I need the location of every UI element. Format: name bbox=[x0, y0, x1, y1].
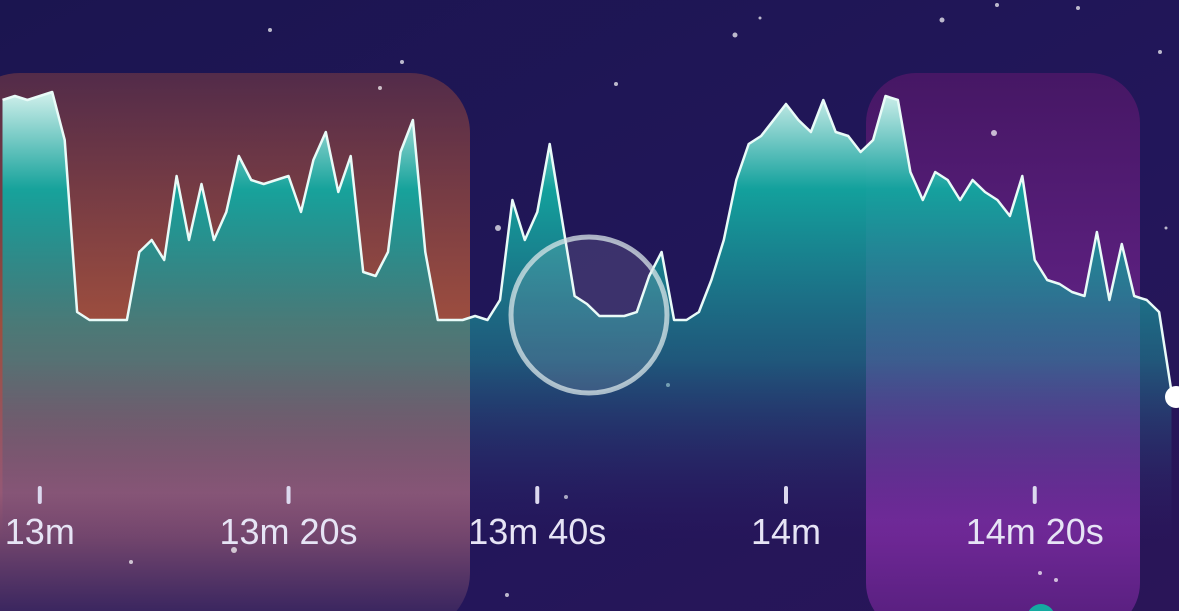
waveform-line bbox=[2, 90, 1173, 393]
tick-mark bbox=[286, 486, 291, 504]
playhead-marker[interactable] bbox=[508, 234, 670, 396]
tick-label: 13m 20s bbox=[219, 511, 357, 552]
tick-mark bbox=[1032, 486, 1037, 504]
scroll-indicator bbox=[1028, 604, 1054, 611]
tick-label: 13m 40s bbox=[468, 511, 606, 552]
tick-mark bbox=[784, 486, 788, 504]
waveform-area bbox=[2, 92, 1172, 611]
tick-label: 14m 20s bbox=[966, 511, 1104, 552]
tick-label: 14m bbox=[751, 511, 821, 552]
tick-mark bbox=[37, 486, 42, 504]
tick-mark bbox=[535, 486, 540, 504]
end-handle[interactable] bbox=[1165, 386, 1179, 408]
tick-label: 13m bbox=[5, 511, 75, 552]
time-axis: 13m 13m 20s 13m 40s 14m 14m 20s bbox=[5, 486, 1104, 552]
